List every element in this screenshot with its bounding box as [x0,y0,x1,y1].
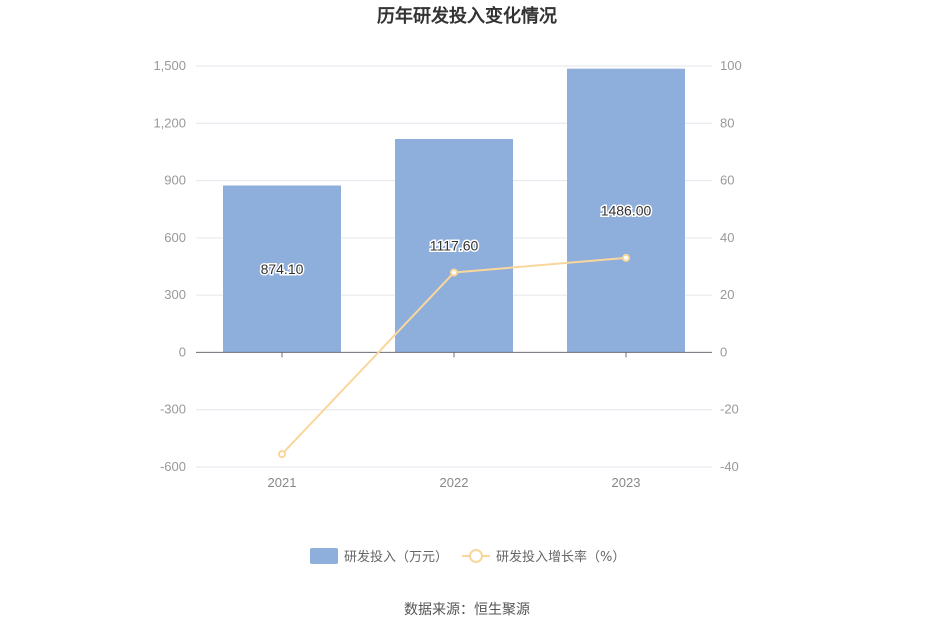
left-tick-label: 900 [164,173,186,188]
left-tick-label: 1,200 [153,115,186,130]
bar-value-label: 874.10 [261,261,304,277]
right-tick-label: -40 [720,459,739,474]
right-tick-label: 60 [720,173,734,188]
legend-bar-swatch [310,548,338,564]
left-tick-label: 300 [164,287,186,302]
left-tick-label: -300 [160,402,186,417]
right-tick-label: -20 [720,402,739,417]
category-label: 2023 [612,475,641,490]
left-tick-label: 1,500 [153,58,186,73]
chart-title: 历年研发投入变化情况 [377,5,557,27]
bar-value-label: 1486.00 [601,203,652,219]
legend-bar-label: 研发投入（万元） [344,549,448,565]
bar-data-labels: 874.10 1117.60 1486.00 [259,201,653,278]
right-tick-label: 20 [720,287,734,302]
category-label: 2021 [268,475,297,490]
bar [223,185,341,353]
left-tick-label: 600 [164,230,186,245]
bar-value-label: 1117.60 [430,238,479,254]
bar-series [223,68,685,353]
growth-point [622,253,630,262]
legend-line-marker [469,549,483,563]
source-note: 数据来源：恒生聚源 [404,602,530,618]
left-tick-label: -600 [160,459,186,474]
right-axis-ticks: -40 -20 0 20 40 60 80 100 [720,58,742,474]
growth-point [450,268,458,277]
category-label: 2022 [440,475,469,490]
right-tick-label: 80 [720,115,734,130]
right-tick-label: 0 [720,344,727,359]
left-tick-label: 0 [179,344,186,359]
legend: 研发投入（万元） 研发投入增长率（%） [310,548,625,565]
left-axis-ticks: -600 -300 0 300 600 900 1,200 1,500 [153,58,186,474]
right-tick-label: 100 [720,58,742,73]
category-axis: 2021 2022 2023 [268,352,641,490]
growth-point [278,450,286,459]
bar [567,68,685,353]
right-tick-label: 40 [720,230,734,245]
legend-line-label: 研发投入增长率（%） [496,549,625,565]
bar [395,139,513,353]
line-series [278,253,630,459]
